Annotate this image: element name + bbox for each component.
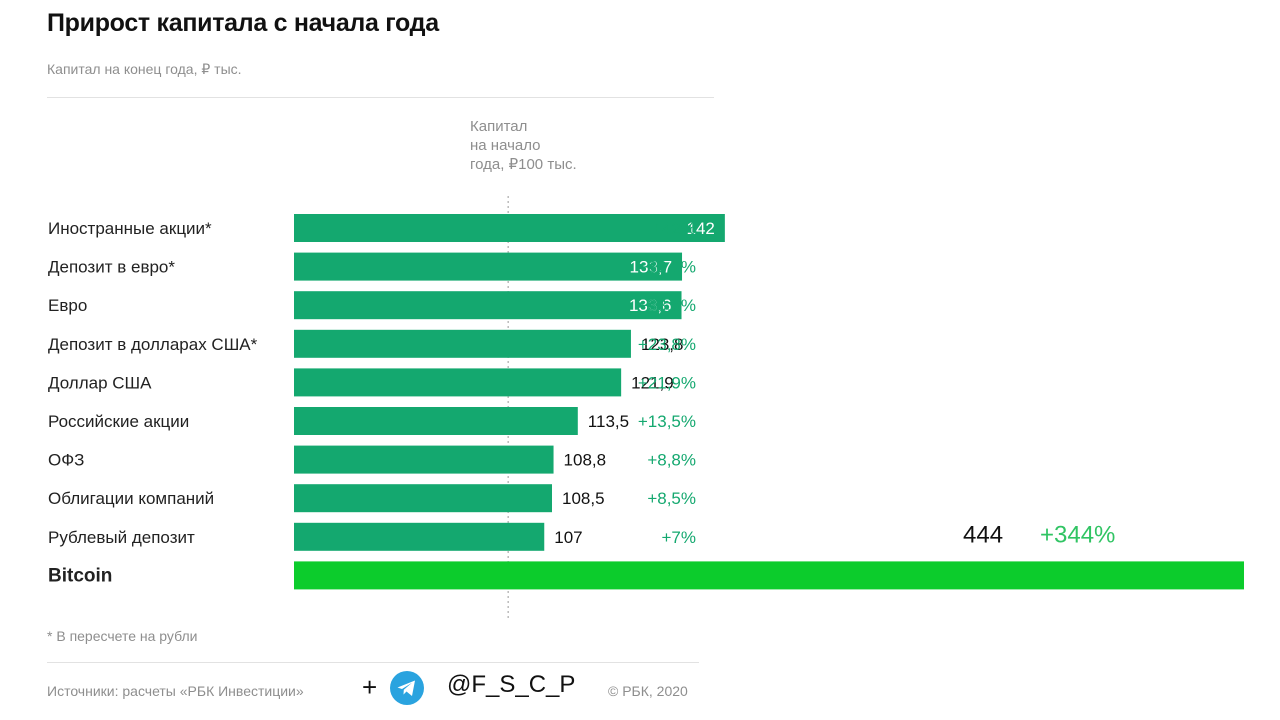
bar	[294, 561, 1244, 590]
category-label: ОФЗ	[48, 451, 84, 470]
change-label: +344%	[1040, 521, 1115, 548]
bar	[294, 484, 552, 513]
category-label: Доллар США	[48, 373, 152, 392]
category-label: Облигации компаний	[48, 489, 214, 508]
bar	[294, 291, 682, 320]
value-label: 108,8	[564, 451, 607, 470]
telegram-icon[interactable]	[390, 671, 424, 705]
footnote: * В пересчете на рубли	[47, 628, 198, 644]
change-label: +13,5%	[638, 412, 696, 431]
plus-sign: +	[362, 672, 378, 702]
change-label: +33,6%	[638, 296, 696, 315]
value-label: 107	[554, 528, 582, 547]
change-label: +8,5%	[647, 489, 696, 508]
category-label: Рублевый депозит	[48, 528, 195, 547]
change-label: +23,8%	[638, 335, 696, 354]
category-label: Депозит в долларах США*	[48, 335, 258, 354]
chart-title: Прирост капитала с начала года	[47, 9, 439, 37]
value-label: 142	[686, 219, 714, 238]
bottom-divider	[47, 662, 699, 663]
copyright: © РБК, 2020	[608, 683, 688, 699]
value-label: 108,5	[562, 489, 605, 508]
change-label: +33,7%	[638, 258, 696, 277]
bar	[294, 445, 554, 474]
category-label: Bitcoin	[48, 565, 112, 586]
value-label: 123,8	[641, 335, 684, 354]
telegram-handle[interactable]: @F_S_C_P	[447, 671, 576, 698]
bar	[294, 407, 578, 435]
category-label: Иностранные акции*	[48, 219, 212, 238]
reference-line-label: Капитал на начало года, ₽100 тыс.	[470, 118, 577, 173]
value-label: 113,5	[588, 412, 629, 431]
bar	[294, 368, 622, 397]
bar	[294, 329, 631, 358]
value-label: 444	[963, 521, 1003, 548]
bar	[294, 252, 683, 281]
sources-note: Источники: расчеты «РБК Инвестиции»	[47, 683, 304, 699]
chart-subtitle: Капитал на конец года, ₽ тыс.	[47, 61, 242, 77]
category-label: Депозит в евро*	[48, 258, 175, 277]
bar	[294, 522, 545, 551]
category-label: Российские акции	[48, 412, 189, 431]
value-label: 133,7	[629, 258, 672, 277]
value-label: 133,6	[629, 296, 672, 315]
bar	[294, 214, 725, 242]
top-divider	[47, 97, 714, 98]
change-label: +42%	[652, 219, 696, 238]
change-label: +21,9%	[638, 373, 696, 392]
change-label: +7%	[662, 528, 697, 547]
value-label: 121,9	[631, 373, 674, 392]
category-label: Евро	[48, 296, 87, 315]
change-label: +8,8%	[647, 451, 696, 470]
